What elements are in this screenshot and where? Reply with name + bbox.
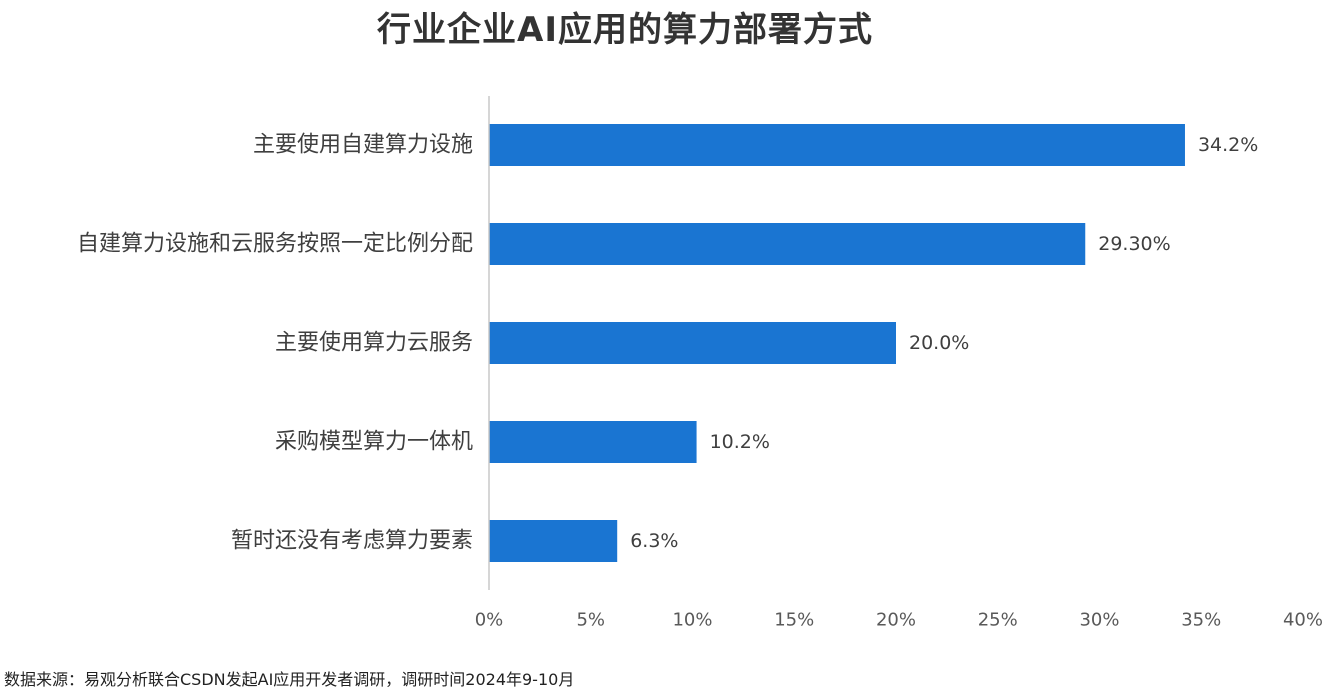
category-labels: 主要使用自建算力设施自建算力设施和云服务按照一定比例分配主要使用算力云服务采购模… (77, 133, 473, 554)
x-tick-label: 10% (672, 610, 712, 631)
value-label: 34.2% (1198, 134, 1258, 156)
source-note: 数据来源：易观分析联合CSDN发起AI应用开发者调研，调研时间2024年9-10… (4, 670, 575, 689)
value-label: 29.30% (1098, 233, 1170, 255)
bar (489, 124, 1185, 166)
bars-layer (489, 124, 1185, 562)
x-tick-label: 0% (475, 610, 504, 631)
bar (489, 223, 1086, 265)
bar (489, 322, 896, 364)
bar (489, 421, 697, 463)
x-tick-label: 5% (576, 610, 605, 631)
x-tick-label: 35% (1181, 610, 1221, 631)
value-label: 20.0% (909, 332, 969, 354)
category-label: 暂时还没有考虑算力要素 (231, 529, 473, 554)
value-label: 10.2% (710, 431, 770, 453)
x-axis-ticks: 0% 5% 10% 15% 20% 25% 30% 35% 40% (475, 610, 1323, 631)
category-label: 采购模型算力一体机 (275, 430, 473, 455)
x-tick-label: 30% (1079, 610, 1119, 631)
value-labels: 34.2% 29.30% 20.0% 10.2% 6.3% (630, 134, 1258, 552)
category-label: 自建算力设施和云服务按照一定比例分配 (77, 232, 473, 257)
x-tick-label: 15% (774, 610, 814, 631)
value-label: 6.3% (630, 530, 678, 552)
bar (489, 520, 618, 562)
x-tick-label: 25% (978, 610, 1018, 631)
category-label: 主要使用算力云服务 (275, 331, 473, 356)
x-tick-label: 40% (1283, 610, 1323, 631)
x-tick-label: 20% (876, 610, 916, 631)
category-label: 主要使用自建算力设施 (253, 133, 473, 158)
chart-title: 行业企业AI应用的算力部署方式 (377, 10, 873, 50)
